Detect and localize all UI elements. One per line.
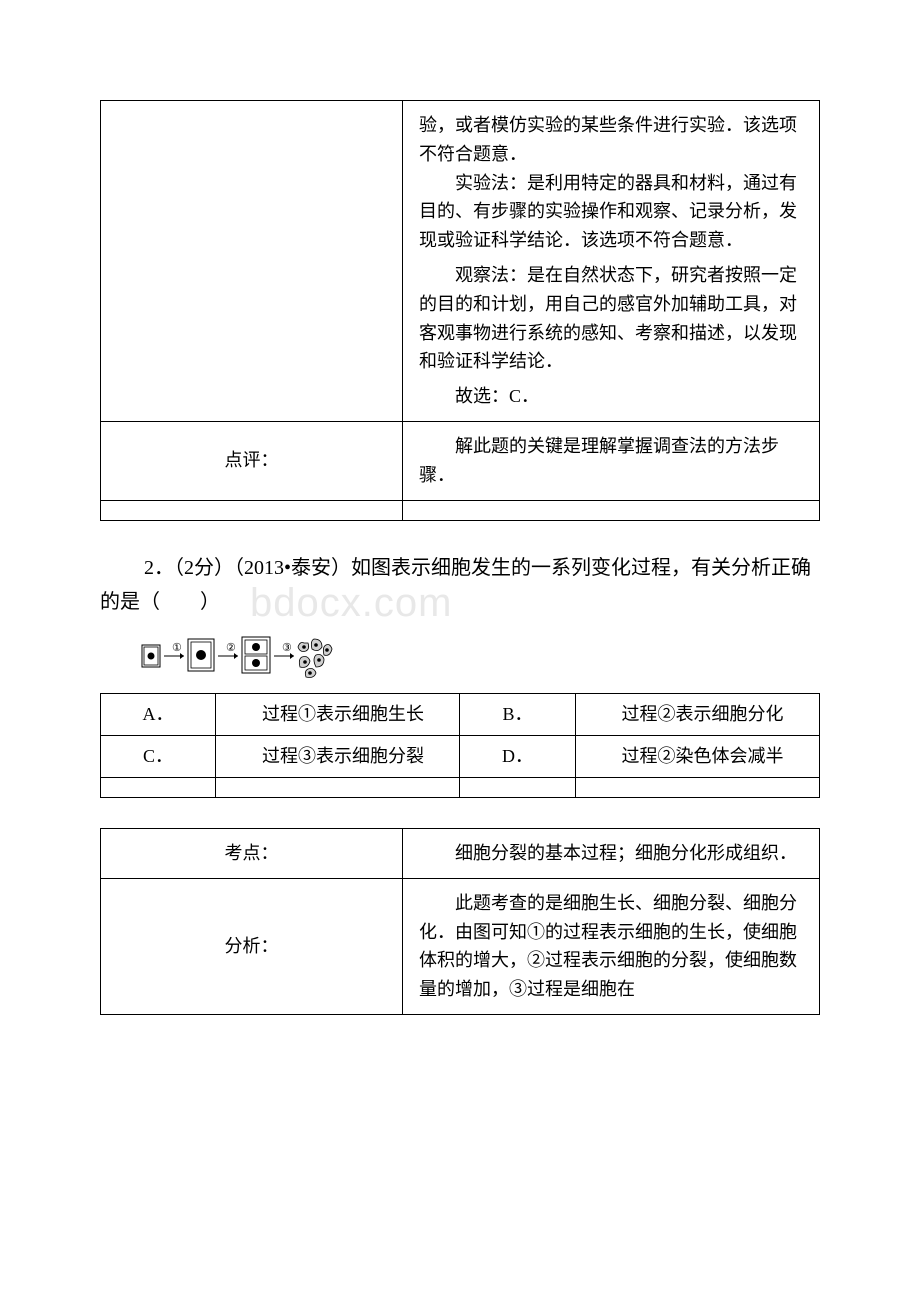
comment-label: 点评：: [101, 421, 403, 500]
question-2-content: 2．（2分）（2013•泰安）如图表示细胞发生的一系列变化过程，有关分析正确的是…: [100, 551, 820, 619]
topic-text: 细胞分裂的基本过程；细胞分化形成组织．: [419, 839, 803, 868]
option-a-label: A．: [101, 693, 216, 735]
analysis-paragraph-4: 故选：C．: [419, 382, 803, 411]
option-b-label: B．: [460, 693, 575, 735]
analysis2-text: 此题考查的是细胞生长、细胞分裂、细胞分化．由图可知①的过程表示细胞的生长，使细胞…: [419, 889, 803, 1004]
empty-cell-1: [101, 500, 403, 520]
comment-content: 解此题的关键是理解掌握调查法的方法步骤．: [402, 421, 819, 500]
analysis-label-empty: [101, 101, 403, 422]
option-a-text: 过程①表示细胞生长: [216, 693, 460, 735]
opt-empty-3: [460, 777, 575, 797]
analysis-table-2: 考点： 细胞分裂的基本过程；细胞分化形成组织． 分析： 此题考查的是细胞生长、细…: [100, 828, 820, 1015]
opt-empty-2: [216, 777, 460, 797]
analysis2-content: 此题考查的是细胞生长、细胞分裂、细胞分化．由图可知①的过程表示细胞的生长，使细胞…: [402, 878, 819, 1014]
topic-content: 细胞分裂的基本过程；细胞分化形成组织．: [402, 828, 819, 878]
cell-process-svg: ① ② ③: [140, 631, 400, 679]
svg-text:①: ①: [172, 642, 182, 654]
topic-label: 考点：: [101, 828, 403, 878]
analysis-table-1: 验，或者模仿实验的某些条件进行实验．该选项不符合题意． 实验法：是利用特定的器具…: [100, 100, 820, 521]
svg-text:③: ③: [282, 642, 292, 654]
option-d-label: D．: [460, 735, 575, 777]
analysis-paragraph-1: 验，或者模仿实验的某些条件进行实验．该选项不符合题意．: [419, 111, 803, 169]
option-b-text: 过程②表示细胞分化: [575, 693, 819, 735]
empty-cell-2: [402, 500, 819, 520]
option-c-text: 过程③表示细胞分裂: [216, 735, 460, 777]
question-2-text: bdocx.com 2．（2分）（2013•泰安）如图表示细胞发生的一系列变化过…: [100, 551, 820, 619]
option-d-text: 过程②染色体会减半: [575, 735, 819, 777]
analysis2-label: 分析：: [101, 878, 403, 1014]
comment-text: 解此题的关键是理解掌握调查法的方法步骤．: [419, 432, 803, 490]
options-table: A． 过程①表示细胞生长 B． 过程②表示细胞分化 C． 过程③表示细胞分裂 D…: [100, 693, 820, 798]
opt-empty-1: [101, 777, 216, 797]
analysis-paragraph-2: 实验法：是利用特定的器具和材料，通过有目的、有步骤的实验操作和观察、记录分析，发…: [419, 169, 803, 255]
analysis-content-1: 验，或者模仿实验的某些条件进行实验．该选项不符合题意． 实验法：是利用特定的器具…: [402, 101, 819, 422]
cell-diagram: ① ② ③: [140, 631, 820, 679]
svg-text:②: ②: [226, 642, 236, 654]
option-c-label: C．: [101, 735, 216, 777]
opt-empty-4: [575, 777, 819, 797]
analysis-paragraph-3: 观察法：是在自然状态下，研究者按照一定的目的和计划，用自己的感官外加辅助工具，对…: [419, 261, 803, 376]
